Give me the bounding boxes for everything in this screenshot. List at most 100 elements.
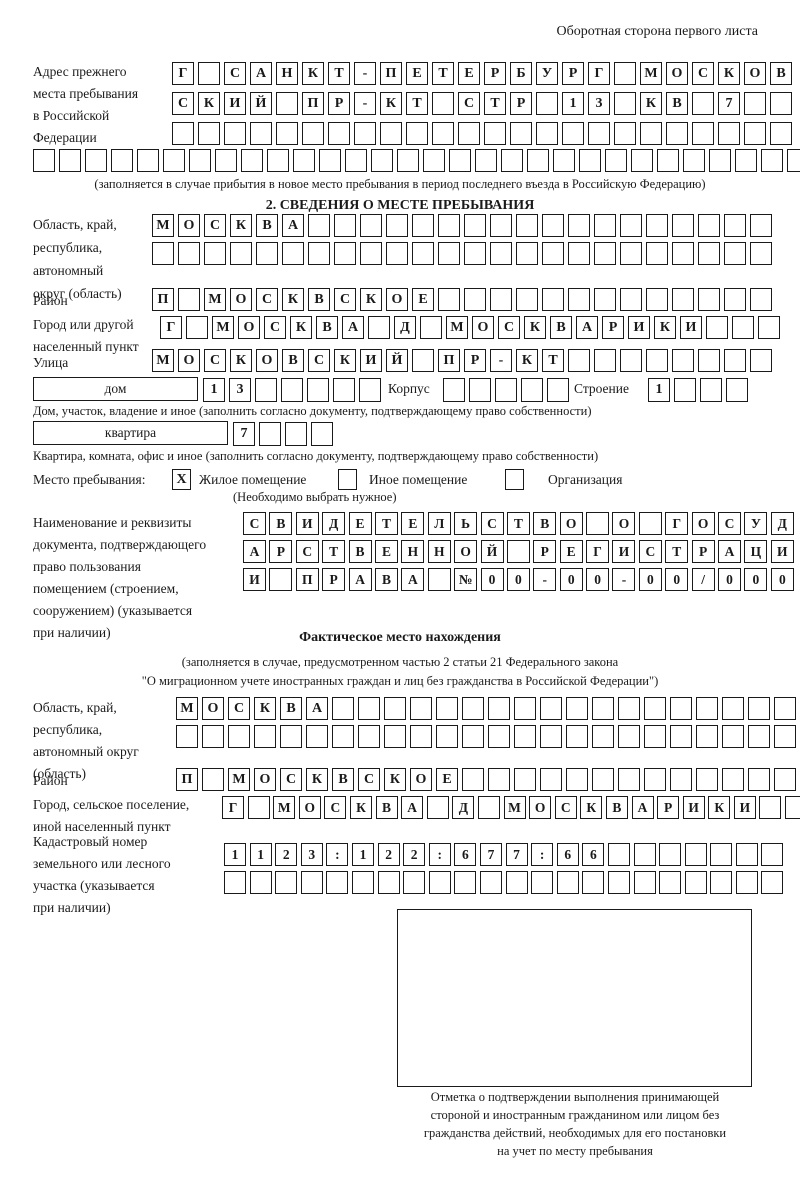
form-cell[interactable] xyxy=(449,149,471,172)
form-cell[interactable]: К xyxy=(306,768,328,791)
form-cell[interactable] xyxy=(568,349,590,372)
form-cell[interactable]: 1 xyxy=(249,843,272,866)
form-cell[interactable]: М xyxy=(640,62,662,85)
form-cell[interactable] xyxy=(631,149,653,172)
form-cell[interactable] xyxy=(311,422,333,446)
form-cell[interactable] xyxy=(302,122,324,145)
form-cell[interactable] xyxy=(536,122,558,145)
form-cell[interactable]: А xyxy=(348,568,372,591)
form-cell[interactable]: 1 xyxy=(351,843,374,866)
form-cell[interactable] xyxy=(137,149,159,172)
form-cell[interactable] xyxy=(618,725,640,748)
form-cell[interactable]: Н xyxy=(276,62,298,85)
form-cell[interactable] xyxy=(588,122,610,145)
form-cell[interactable] xyxy=(506,540,530,563)
form-cell[interactable]: 6 xyxy=(556,843,579,866)
form-cell[interactable]: 2 xyxy=(275,843,298,866)
form-cell[interactable]: С xyxy=(554,796,577,819)
form-cell[interactable] xyxy=(256,242,278,265)
form-cell[interactable]: Т xyxy=(322,540,346,563)
form-cell[interactable]: И xyxy=(612,540,636,563)
form-cell[interactable]: К xyxy=(654,316,676,339)
form-cell[interactable] xyxy=(334,242,356,265)
form-cell[interactable]: А xyxy=(342,316,364,339)
form-cell[interactable] xyxy=(566,768,588,791)
form-cell[interactable] xyxy=(281,378,303,402)
form-cell[interactable] xyxy=(605,149,627,172)
form-cell[interactable] xyxy=(354,122,376,145)
form-cell[interactable]: О xyxy=(254,768,276,791)
form-cell[interactable] xyxy=(275,871,298,894)
form-cell[interactable]: - xyxy=(612,568,636,591)
form-cell[interactable]: К xyxy=(302,62,324,85)
form-cell[interactable] xyxy=(696,697,718,720)
form-cell[interactable]: Д xyxy=(322,512,346,535)
form-cell[interactable] xyxy=(659,871,682,894)
form-cell[interactable]: 0 xyxy=(638,568,662,591)
form-cell[interactable] xyxy=(718,122,740,145)
form-cell[interactable] xyxy=(672,242,694,265)
form-cell[interactable] xyxy=(410,697,432,720)
form-cell[interactable] xyxy=(484,122,506,145)
form-cell[interactable]: П xyxy=(176,768,198,791)
form-cell[interactable]: В xyxy=(316,316,338,339)
form-cell[interactable]: Т xyxy=(328,62,350,85)
form-cell[interactable] xyxy=(683,149,705,172)
form-cell[interactable] xyxy=(594,242,616,265)
form-cell[interactable]: 7 xyxy=(479,843,502,866)
form-cell[interactable]: К xyxy=(360,288,382,311)
form-cell[interactable]: А xyxy=(576,316,598,339)
form-cell[interactable]: К xyxy=(230,349,252,372)
form-cell[interactable]: Е xyxy=(559,540,583,563)
form-cell[interactable] xyxy=(490,242,512,265)
form-cell[interactable]: А xyxy=(306,697,328,720)
form-cell[interactable] xyxy=(633,843,656,866)
form-cell[interactable] xyxy=(490,288,512,311)
form-cell[interactable]: К xyxy=(198,92,220,115)
form-cell[interactable]: № xyxy=(454,568,478,591)
form-cell[interactable]: С xyxy=(358,768,380,791)
form-cell[interactable]: В xyxy=(280,697,302,720)
form-cell[interactable] xyxy=(696,768,718,791)
form-cell[interactable] xyxy=(670,725,692,748)
form-cell[interactable]: Р xyxy=(657,796,680,819)
form-cell[interactable]: Б xyxy=(510,62,532,85)
form-cell[interactable]: 7 xyxy=(505,843,528,866)
form-cell[interactable] xyxy=(438,242,460,265)
form-cell[interactable] xyxy=(568,242,590,265)
form-cell[interactable]: М xyxy=(228,768,250,791)
form-cell[interactable] xyxy=(464,288,486,311)
form-cell[interactable] xyxy=(761,149,783,172)
form-cell[interactable] xyxy=(380,122,402,145)
form-cell[interactable] xyxy=(443,378,465,402)
form-cell[interactable] xyxy=(748,697,770,720)
form-cell[interactable] xyxy=(410,725,432,748)
form-cell[interactable]: О xyxy=(529,796,552,819)
form-cell[interactable] xyxy=(202,725,224,748)
form-cell[interactable]: Д xyxy=(770,512,794,535)
form-cell[interactable]: Т xyxy=(665,540,689,563)
form-cell[interactable] xyxy=(438,288,460,311)
form-cell[interactable] xyxy=(586,512,610,535)
form-cell[interactable] xyxy=(735,149,757,172)
form-cell[interactable]: Т xyxy=(484,92,506,115)
form-cell[interactable]: В xyxy=(374,568,398,591)
form-cell[interactable] xyxy=(267,149,289,172)
form-cell[interactable] xyxy=(247,796,270,819)
form-cell[interactable]: В xyxy=(282,349,304,372)
form-cell[interactable]: Е xyxy=(374,540,398,563)
form-cell[interactable] xyxy=(358,697,380,720)
form-cell[interactable]: Е xyxy=(412,288,434,311)
form-cell[interactable] xyxy=(488,725,510,748)
form-cell[interactable] xyxy=(644,725,666,748)
form-cell[interactable] xyxy=(607,871,630,894)
prev-address-row-4[interactable] xyxy=(33,149,800,172)
form-cell[interactable] xyxy=(254,725,276,748)
form-cell[interactable] xyxy=(215,149,237,172)
